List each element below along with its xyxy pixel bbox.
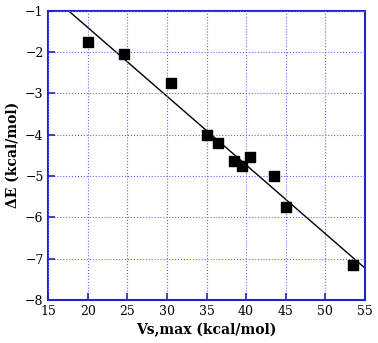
Point [282,204,288,210]
Point [215,140,222,145]
Point [203,132,209,137]
Point [121,51,127,57]
Point [231,159,237,164]
Point [247,154,253,160]
X-axis label: Vs,max (kcal/mol): Vs,max (kcal/mol) [136,323,277,338]
Y-axis label: ΔE (kcal/mol): ΔE (kcal/mol) [6,102,20,208]
Point [168,80,174,86]
Point [85,39,91,44]
Point [239,163,245,168]
Point [350,262,356,268]
Point [271,173,277,179]
